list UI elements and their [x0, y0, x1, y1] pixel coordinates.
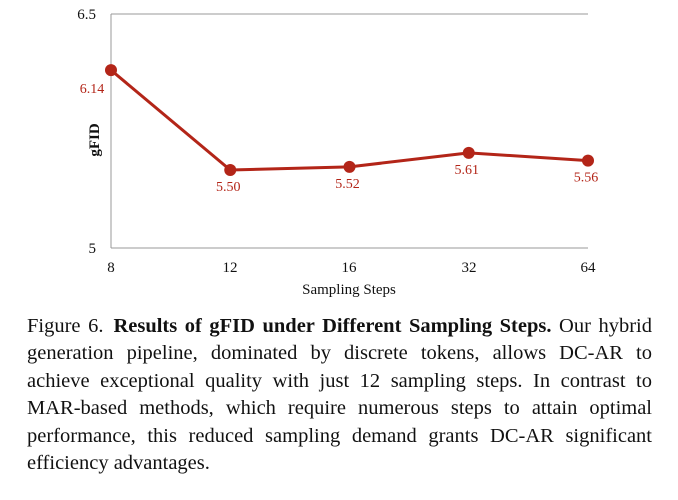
figure-caption: Figure 6. Results of gFID under Different…: [27, 313, 652, 477]
x-tick-3: 32: [462, 260, 477, 276]
caption-title: Results of gFID under Different Sampling…: [113, 315, 552, 337]
axes: [110, 13, 588, 249]
data-label-0: 6.14: [80, 82, 105, 97]
data-point-0: [105, 64, 117, 77]
x-axis-title: Sampling Steps: [302, 282, 396, 298]
y-tick-min: 5: [89, 241, 97, 257]
data-label-3: 5.61: [455, 163, 480, 178]
y-tick-max: 6.5: [77, 7, 96, 23]
x-tick-4: 64: [581, 260, 597, 276]
x-tick-0: 8: [107, 260, 115, 276]
data-point-4: [582, 154, 594, 167]
data-label-2: 5.52: [335, 177, 360, 192]
y-axis-title: gFID: [87, 123, 103, 157]
gfid-line-chart: gFID 6.5 5 8 12 16 32 64 Sampling Steps …: [77, 7, 599, 298]
data-label-4: 5.56: [574, 171, 599, 186]
data-point-3: [462, 146, 475, 159]
data-point-2: [343, 160, 356, 173]
x-tick-1: 12: [223, 260, 238, 276]
caption-body: Our hybrid generation pipeline, dominate…: [27, 315, 652, 475]
data-point-1: [224, 164, 237, 176]
x-tick-2: 16: [342, 260, 358, 276]
caption-figure-number: Figure 6.: [27, 315, 104, 337]
data-label-1: 5.50: [216, 180, 241, 195]
series-line: [110, 69, 589, 172]
